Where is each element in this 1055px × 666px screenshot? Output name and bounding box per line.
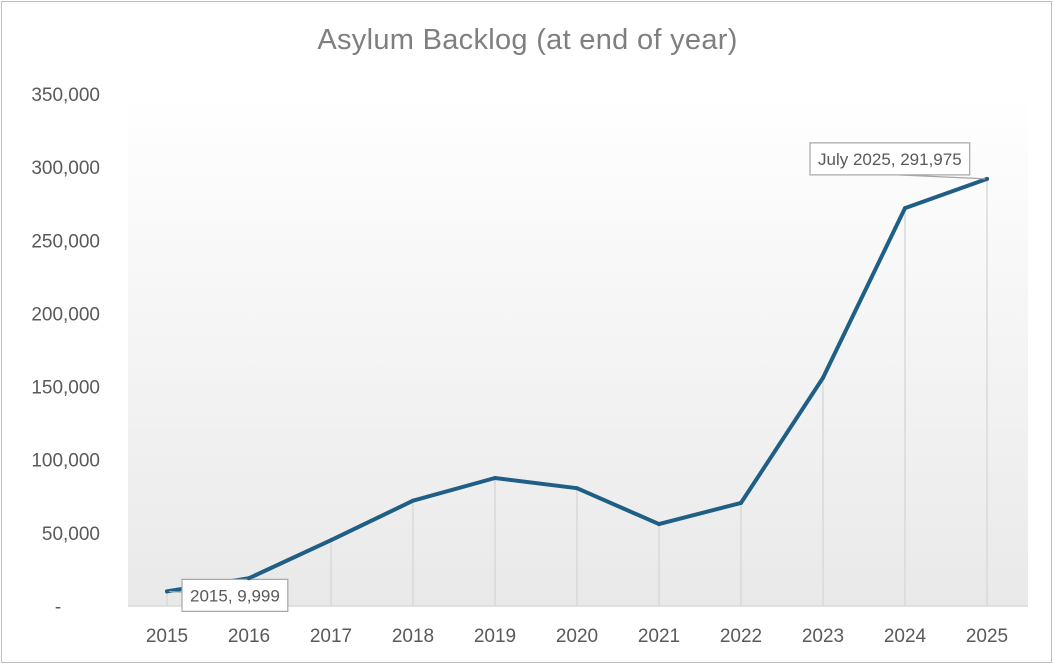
x-tick-label: 2021	[638, 626, 680, 647]
y-tick-label: 150,000	[31, 378, 100, 399]
data-label-box	[181, 578, 289, 612]
chart-title: Asylum Backlog (at end of year)	[317, 24, 738, 56]
x-tick-label: 2022	[720, 626, 762, 647]
data-point	[739, 500, 743, 505]
data-point	[985, 176, 989, 181]
data-point	[821, 375, 825, 380]
data-point	[165, 589, 169, 594]
x-tick-label: 2018	[392, 626, 434, 647]
x-tick-label: 2016	[228, 626, 270, 647]
y-tick-label: 350,000	[31, 85, 100, 106]
data-label-box	[809, 142, 971, 176]
data-point	[575, 486, 579, 491]
data-point	[329, 538, 333, 543]
x-tick-label: 2024	[884, 626, 927, 647]
x-tick-label: 2019	[474, 626, 516, 647]
x-tick-label: 2020	[556, 626, 598, 647]
data-point	[411, 498, 415, 503]
data-label-leader	[897, 174, 988, 180]
x-tick-label: 2015	[146, 626, 188, 647]
data-point	[903, 206, 907, 211]
data-label: 2015, 9,999	[190, 586, 280, 605]
y-tick-label: 50,000	[42, 524, 100, 545]
data-label: July 2025, 291,975	[818, 150, 962, 169]
plot-area	[128, 94, 1028, 606]
x-tick-label: 2017	[310, 626, 352, 647]
y-tick-label: 250,000	[31, 231, 100, 252]
x-tick-label: 2025	[966, 626, 1008, 647]
y-tick-label: -	[55, 597, 61, 618]
data-label-leader	[166, 590, 183, 593]
x-tick-label: 2023	[802, 626, 844, 647]
y-tick-label: 300,000	[31, 158, 100, 179]
data-point	[247, 576, 251, 581]
y-tick-label: 200,000	[31, 304, 100, 325]
data-point	[657, 522, 661, 527]
data-point	[493, 476, 497, 480]
y-tick-label: 100,000	[31, 451, 100, 472]
